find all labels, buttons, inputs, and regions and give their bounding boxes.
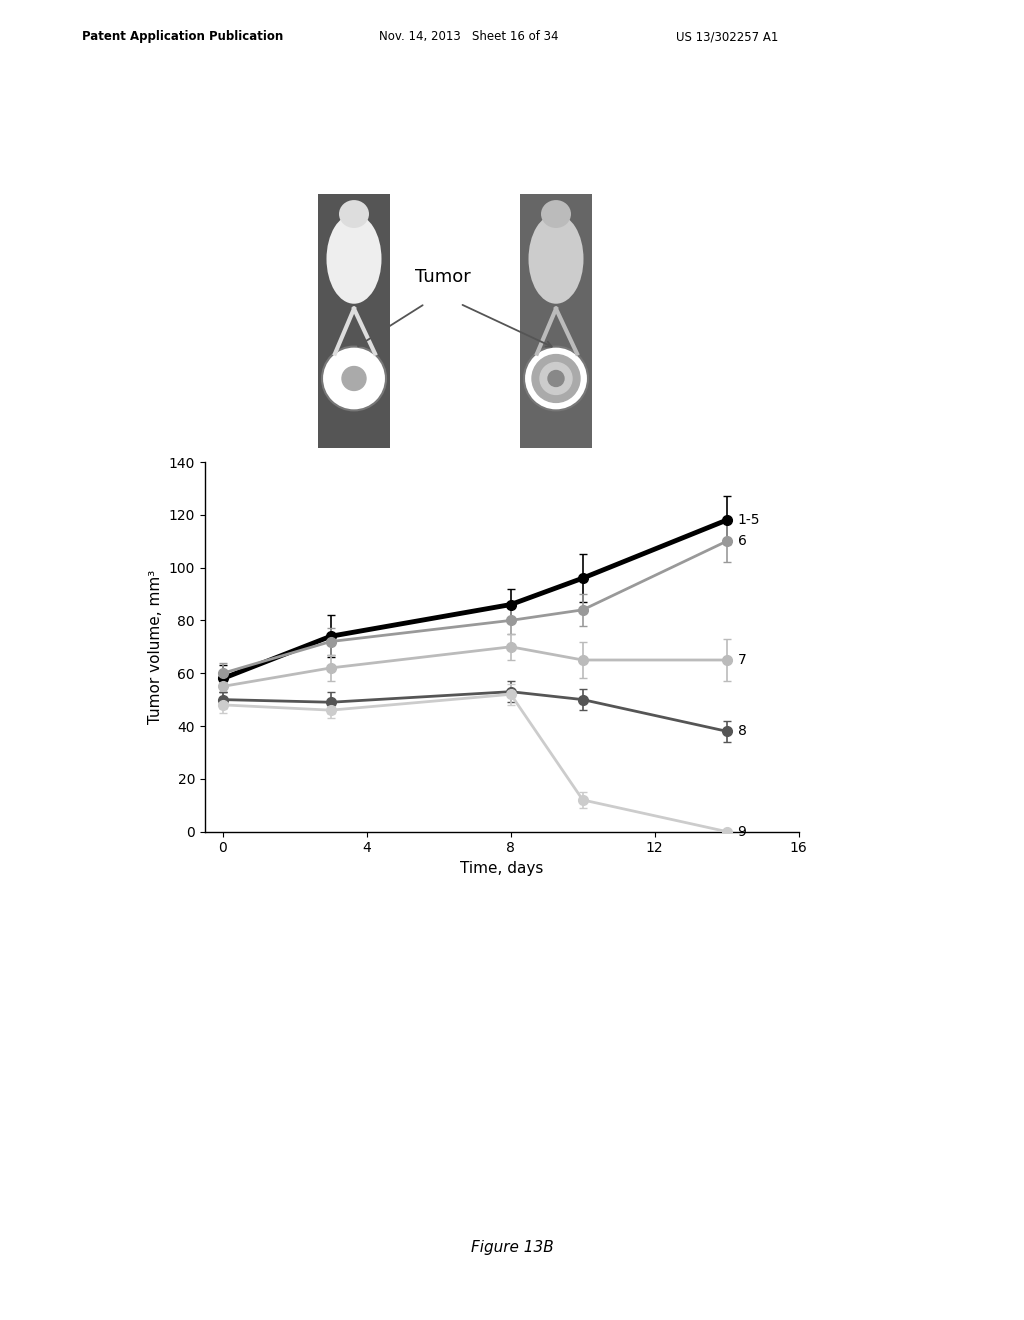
Bar [520, 194, 592, 449]
Y-axis label: Tumor volume, mm³: Tumor volume, mm³ [148, 570, 163, 723]
Text: Nov. 14, 2013   Sheet 16 of 34: Nov. 14, 2013 Sheet 16 of 34 [379, 30, 558, 44]
Ellipse shape [528, 214, 584, 304]
Circle shape [540, 363, 572, 395]
Ellipse shape [327, 214, 382, 304]
Text: US 13/302257 A1: US 13/302257 A1 [676, 30, 778, 44]
Text: 9: 9 [737, 825, 746, 838]
Text: 8: 8 [737, 725, 746, 738]
Text: Patent Application Publication: Patent Application Publication [82, 30, 284, 44]
Bar [318, 194, 390, 449]
X-axis label: Time, days: Time, days [460, 861, 544, 876]
Circle shape [342, 367, 366, 391]
Text: 6: 6 [737, 535, 746, 548]
Circle shape [322, 347, 386, 411]
Text: Figure 13B: Figure 13B [471, 1239, 553, 1255]
Circle shape [524, 347, 588, 411]
Text: Tumor: Tumor [415, 268, 471, 286]
Text: 7: 7 [737, 653, 746, 667]
Circle shape [532, 355, 580, 403]
Circle shape [548, 371, 564, 387]
Ellipse shape [541, 201, 571, 228]
Text: 1-5: 1-5 [737, 513, 760, 527]
Ellipse shape [339, 201, 369, 228]
